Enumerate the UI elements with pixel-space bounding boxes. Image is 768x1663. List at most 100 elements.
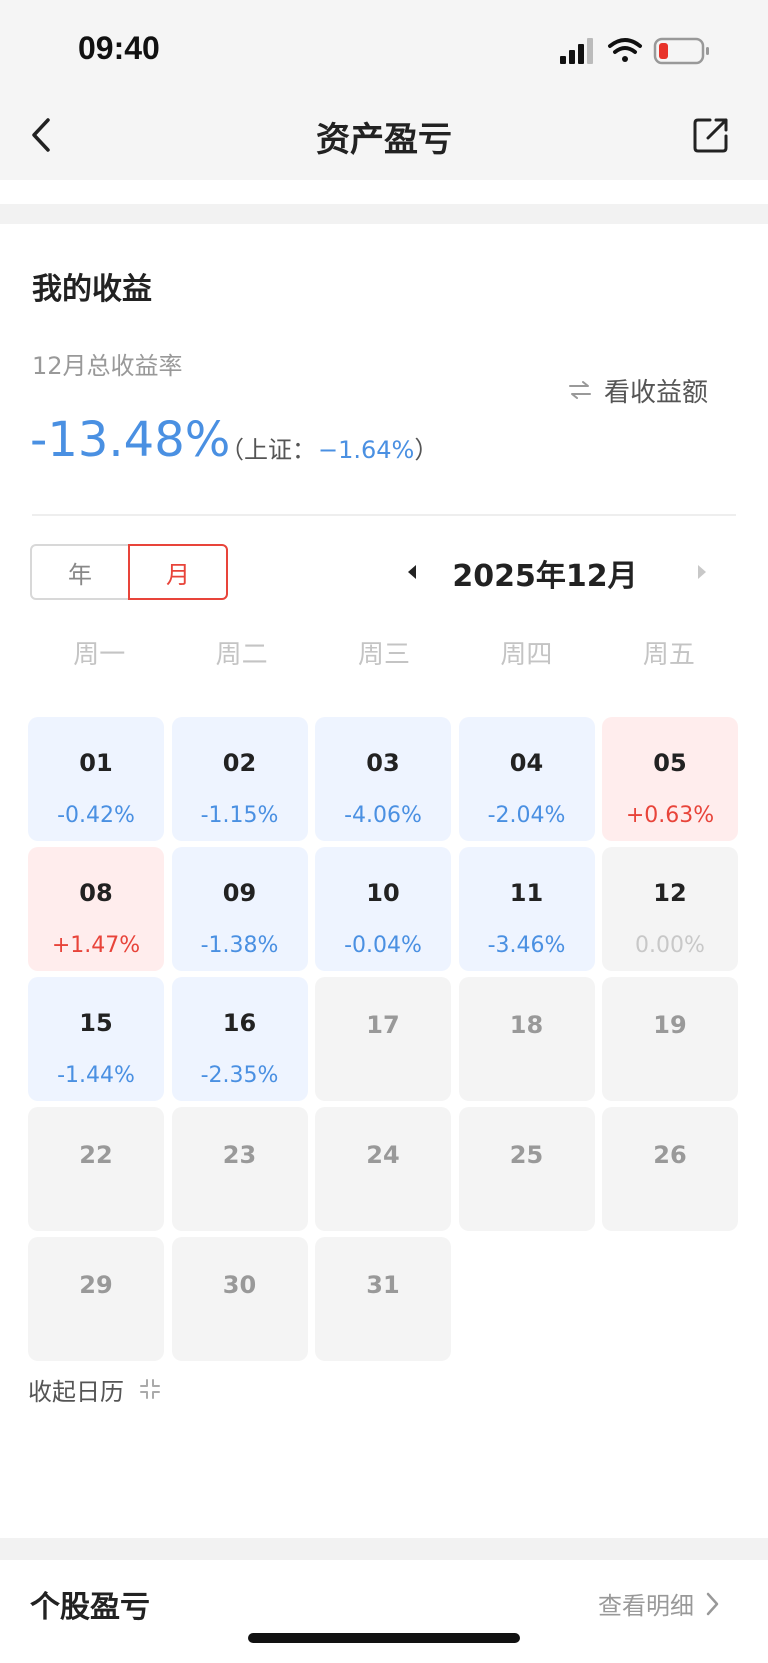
calendar-day-number: 03 xyxy=(366,749,400,777)
calendar-day-cell[interactable]: 22 xyxy=(28,1107,164,1231)
view-details-label: 查看明细 xyxy=(598,1592,694,1620)
nav-bar: 资产盈亏 xyxy=(0,90,768,180)
calendar-day-cell[interactable]: 26 xyxy=(602,1107,738,1231)
month-tab[interactable]: 月 xyxy=(128,544,228,600)
status-time: 09:40 xyxy=(78,30,160,66)
swap-icon xyxy=(569,381,591,399)
status-icons xyxy=(560,37,709,65)
calendar-day-cell[interactable]: 05 +0.63% xyxy=(602,717,738,841)
calendar-day-cell[interactable]: 08 +1.47% xyxy=(28,847,164,971)
caret-left-icon[interactable] xyxy=(402,554,422,590)
calendar-day-cell[interactable]: 18 xyxy=(458,977,595,1101)
calendar-day-return: -3.46% xyxy=(487,933,566,958)
calendar-day-return: -1.38% xyxy=(200,933,279,958)
calendar-day-cell[interactable]: 10 -0.04% xyxy=(315,847,451,971)
collapse-icon xyxy=(140,1379,160,1399)
calendar-day-cell[interactable]: 16 -2.35% xyxy=(171,977,308,1101)
calendar-day-return: +1.47% xyxy=(51,933,141,958)
calendar-day-return: -0.04% xyxy=(344,933,422,958)
calendar-day-number: 15 xyxy=(79,1009,113,1037)
share-icon[interactable] xyxy=(688,112,734,158)
back-icon[interactable] xyxy=(22,112,68,158)
calendar-day-number: 02 xyxy=(222,749,257,777)
calendar-day-cell[interactable]: 24 xyxy=(315,1107,451,1231)
battery-icon xyxy=(653,37,709,65)
calendar-day-number: 01 xyxy=(79,749,113,777)
calendar-day-number: 12 xyxy=(653,879,687,907)
total-rate: -13.48% xyxy=(30,412,231,468)
caret-right-icon[interactable] xyxy=(692,554,712,590)
calendar-day-cell[interactable]: 23 xyxy=(171,1107,308,1231)
calendar-day-number: 17 xyxy=(366,1011,400,1039)
calendar-day-cell[interactable]: 01 -0.42% xyxy=(28,717,164,841)
calendar-day-number: 16 xyxy=(222,1009,257,1037)
section-separator xyxy=(0,1538,768,1560)
year-tab[interactable]: 年 xyxy=(30,544,130,600)
calendar-day-cell[interactable]: 15 -1.44% xyxy=(28,977,164,1101)
header-separator xyxy=(0,180,768,224)
benchmark-value: −1.64% xyxy=(318,436,415,464)
calendar-day-number: 04 xyxy=(509,749,544,777)
calendar-day-cell[interactable]: 11 -3.46% xyxy=(458,847,595,971)
calendar-day-number: 11 xyxy=(509,879,544,907)
current-month: 2025年12月 xyxy=(452,559,638,594)
benchmark: （上证： −1.64% ） xyxy=(220,430,438,465)
calendar-day-cell[interactable]: 30 xyxy=(171,1237,308,1361)
signal-icon xyxy=(560,38,593,64)
calendar-day-number: 25 xyxy=(509,1141,544,1169)
calendar-day-number: 29 xyxy=(79,1271,113,1299)
weekday-label: 周一 xyxy=(73,640,126,670)
calendar-day-return: -4.06% xyxy=(344,803,422,828)
weekday-label: 周五 xyxy=(642,640,695,670)
view-details-link[interactable]: 查看明细 xyxy=(598,1586,720,1621)
wifi-icon xyxy=(608,38,642,62)
calendar-day-number: 24 xyxy=(366,1141,400,1169)
calendar-day-number: 18 xyxy=(509,1011,544,1039)
calendar-day-cell[interactable]: 12 0.00% xyxy=(602,847,738,971)
benchmark-close: ） xyxy=(414,436,439,464)
calendar-day-number: 09 xyxy=(222,879,257,907)
calendar-day-number: 23 xyxy=(222,1141,257,1169)
calendar-day-number: 05 xyxy=(653,749,687,777)
status-bar: 09:40 xyxy=(0,0,768,90)
weekday-header: 周一 周二 周三 周四 周五 xyxy=(28,634,740,671)
calendar-day-number: 31 xyxy=(366,1271,400,1299)
calendar-day-return: +0.63% xyxy=(625,803,715,828)
calendar-day-number: 08 xyxy=(79,879,113,907)
collapse-label: 收起日历 xyxy=(28,1377,124,1406)
weekday-label: 周二 xyxy=(215,640,268,670)
benchmark-open: （上证： xyxy=(220,436,316,464)
calendar-day-number: 22 xyxy=(79,1141,113,1169)
calendar-day-cell[interactable]: 29 xyxy=(28,1237,164,1361)
chevron-right-icon xyxy=(706,1592,719,1615)
toggle-amount-label: 看收益额 xyxy=(604,377,709,408)
calendar-day-return: -0.42% xyxy=(57,803,135,828)
home-indicator xyxy=(248,1633,520,1643)
calendar-day-cell[interactable]: 09 -1.38% xyxy=(171,847,308,971)
stock-pl-title: 个股盈亏 xyxy=(30,1590,150,1625)
calendar-day-return: -2.35% xyxy=(200,1063,279,1088)
toggle-amount-button[interactable]: 看收益额 xyxy=(568,370,708,410)
calendar-day-cell[interactable]: 31 xyxy=(315,1237,451,1361)
collapse-calendar-button[interactable]: 收起日历 xyxy=(28,1369,162,1409)
calendar-day-cell[interactable]: 03 -4.06% xyxy=(315,717,451,841)
calendar-day-number: 19 xyxy=(653,1011,687,1039)
calendar-day-cell[interactable]: 19 xyxy=(602,977,738,1101)
weekday-label: 周三 xyxy=(358,640,411,670)
page-title: 资产盈亏 xyxy=(316,120,452,160)
divider xyxy=(32,514,736,516)
calendar-day-return: -1.44% xyxy=(57,1063,135,1088)
period-toggle: 年 月 xyxy=(30,544,230,600)
calendar-day-return: -1.15% xyxy=(200,803,279,828)
weekday-label: 周四 xyxy=(500,640,553,670)
calendar-day-cell[interactable]: 17 xyxy=(315,977,451,1101)
calendar-day-cell[interactable]: 04 -2.04% xyxy=(458,717,595,841)
calendar-day-return: 0.00% xyxy=(635,933,705,958)
calendar-day-number: 10 xyxy=(366,879,400,907)
section-title: 我的收益 xyxy=(32,272,152,307)
earnings-card: 我的收益 12月总收益率 看收益额 -13.48% （上证： −1.64% ） … xyxy=(0,224,768,1538)
rate-label: 12月总收益率 xyxy=(32,352,183,380)
calendar-day-cell[interactable]: 25 xyxy=(458,1107,595,1231)
calendar-day-return: -2.04% xyxy=(487,803,566,828)
calendar-day-cell[interactable]: 02 -1.15% xyxy=(171,717,308,841)
